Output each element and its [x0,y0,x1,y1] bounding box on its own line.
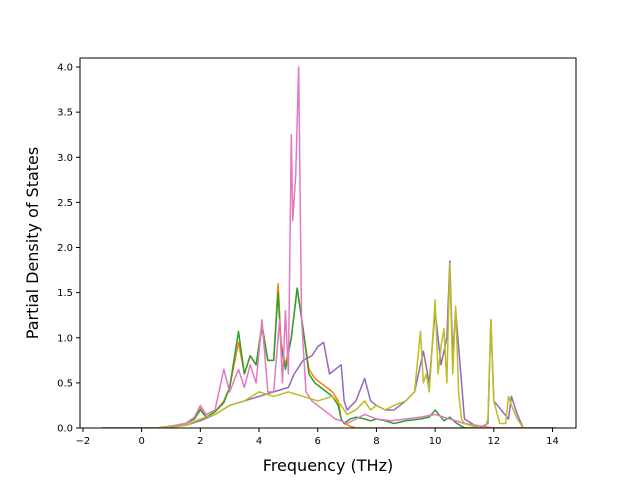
y-tick-label: 1.0 [57,333,73,344]
plot-frame [79,57,577,429]
x-axis-label: Frequency (THz) [263,456,393,475]
y-tick-label: 1.5 [57,288,73,299]
y-axis-ticks: 0.0 0.5 1.0 1.5 2.0 2.5 3.0 3.5 4.0 [57,63,80,435]
y-axis-label: Partial Density of States [23,147,42,339]
x-tick-label: 4 [256,436,262,447]
x-tick-label: 12 [487,436,500,447]
series-line-5 [101,263,557,428]
x-tick-label: 14 [546,436,559,447]
x-tick-label: 0 [138,436,144,447]
series-line-3 [101,260,557,428]
y-tick-label: 2.0 [57,243,73,254]
y-tick-label: 0.0 [57,424,73,435]
x-tick-label: −2 [76,436,91,447]
y-tick-label: 0.5 [57,378,73,389]
x-tick-label: 6 [315,436,321,447]
x-axis-ticks: −2 0 2 4 6 8 10 12 14 [76,428,559,447]
y-tick-label: 4.0 [57,63,73,74]
series-layer [101,66,557,428]
x-tick-label: 2 [197,436,203,447]
x-tick-label: 10 [429,436,442,447]
y-tick-label: 2.5 [57,198,73,209]
y-tick-label: 3.0 [57,153,73,164]
x-tick-label: 8 [373,436,379,447]
y-tick-label: 3.5 [57,108,73,119]
series-line-2 [101,287,557,428]
series-line-4 [101,66,557,428]
